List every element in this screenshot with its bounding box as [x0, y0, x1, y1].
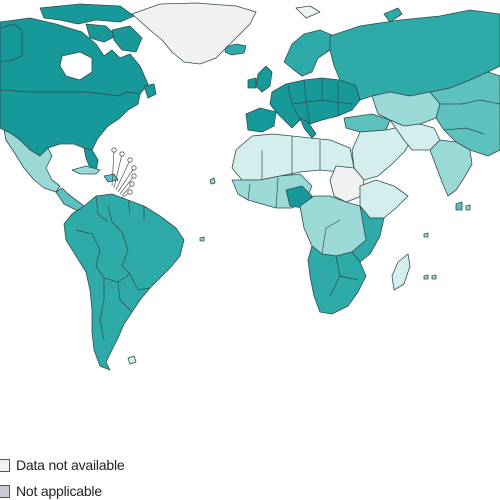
- region-china-mongolia: [429, 71, 500, 157]
- asia-borders: [440, 99, 500, 135]
- region-island-indian-1: [423, 274, 429, 280]
- region-sri-lanka: [455, 201, 463, 211]
- region-canada-islands: [85, 23, 117, 43]
- region-svalbard: [295, 5, 321, 19]
- sa-border-andes: [75, 229, 105, 341]
- region-hudson-bay: [59, 51, 93, 81]
- region-italy: [299, 117, 317, 139]
- region-cuba: [71, 165, 101, 175]
- sa-border-south: [103, 273, 133, 313]
- world-choropleth-map: [0, 2, 500, 371]
- legend-label: Not applicable: [16, 483, 102, 499]
- map-legend: Data not available Not applicable: [0, 452, 300, 500]
- legend-swatch: [0, 458, 10, 472]
- region-greenland: [131, 2, 257, 65]
- region-south-america: [63, 193, 185, 371]
- africa-borders: [247, 136, 359, 297]
- legend-label: Data not available: [16, 457, 125, 473]
- region-southern-africa: [307, 245, 367, 315]
- region-horn-of-africa: [359, 179, 409, 219]
- europe-borders: [287, 78, 353, 125]
- region-east-africa: [351, 205, 385, 263]
- legend-swatch: [0, 484, 10, 498]
- region-island-atlantic: [209, 177, 216, 185]
- region-baffin: [111, 25, 143, 53]
- region-uk: [255, 65, 273, 93]
- legend-item: Not applicable: [0, 478, 300, 500]
- region-island-indian-3: [423, 232, 429, 238]
- region-scandinavia: [283, 29, 335, 77]
- region-madagascar: [391, 253, 411, 291]
- region-island-indian-2: [431, 274, 437, 280]
- sa-border-brazil: [107, 205, 151, 291]
- region-alaska: [0, 23, 23, 63]
- region-ireland: [247, 77, 257, 89]
- region-island-south-atlantic: [199, 236, 205, 242]
- region-newfoundland: [143, 83, 157, 99]
- region-mexico: [3, 129, 61, 193]
- region-south-asia: [429, 139, 473, 197]
- legend-item: Data not available: [0, 452, 300, 478]
- region-iberia: [245, 107, 277, 133]
- region-novaya-zemlya: [383, 7, 403, 23]
- region-falklands: [127, 355, 137, 365]
- region-island-far-east: [465, 204, 471, 211]
- caribbean-callouts: [111, 147, 137, 199]
- region-canada-arctic: [39, 3, 135, 25]
- region-sudan-chad: [329, 165, 365, 203]
- sa-border-north: [95, 195, 145, 223]
- region-iceland: [224, 43, 247, 56]
- region-hispaniola: [103, 173, 119, 183]
